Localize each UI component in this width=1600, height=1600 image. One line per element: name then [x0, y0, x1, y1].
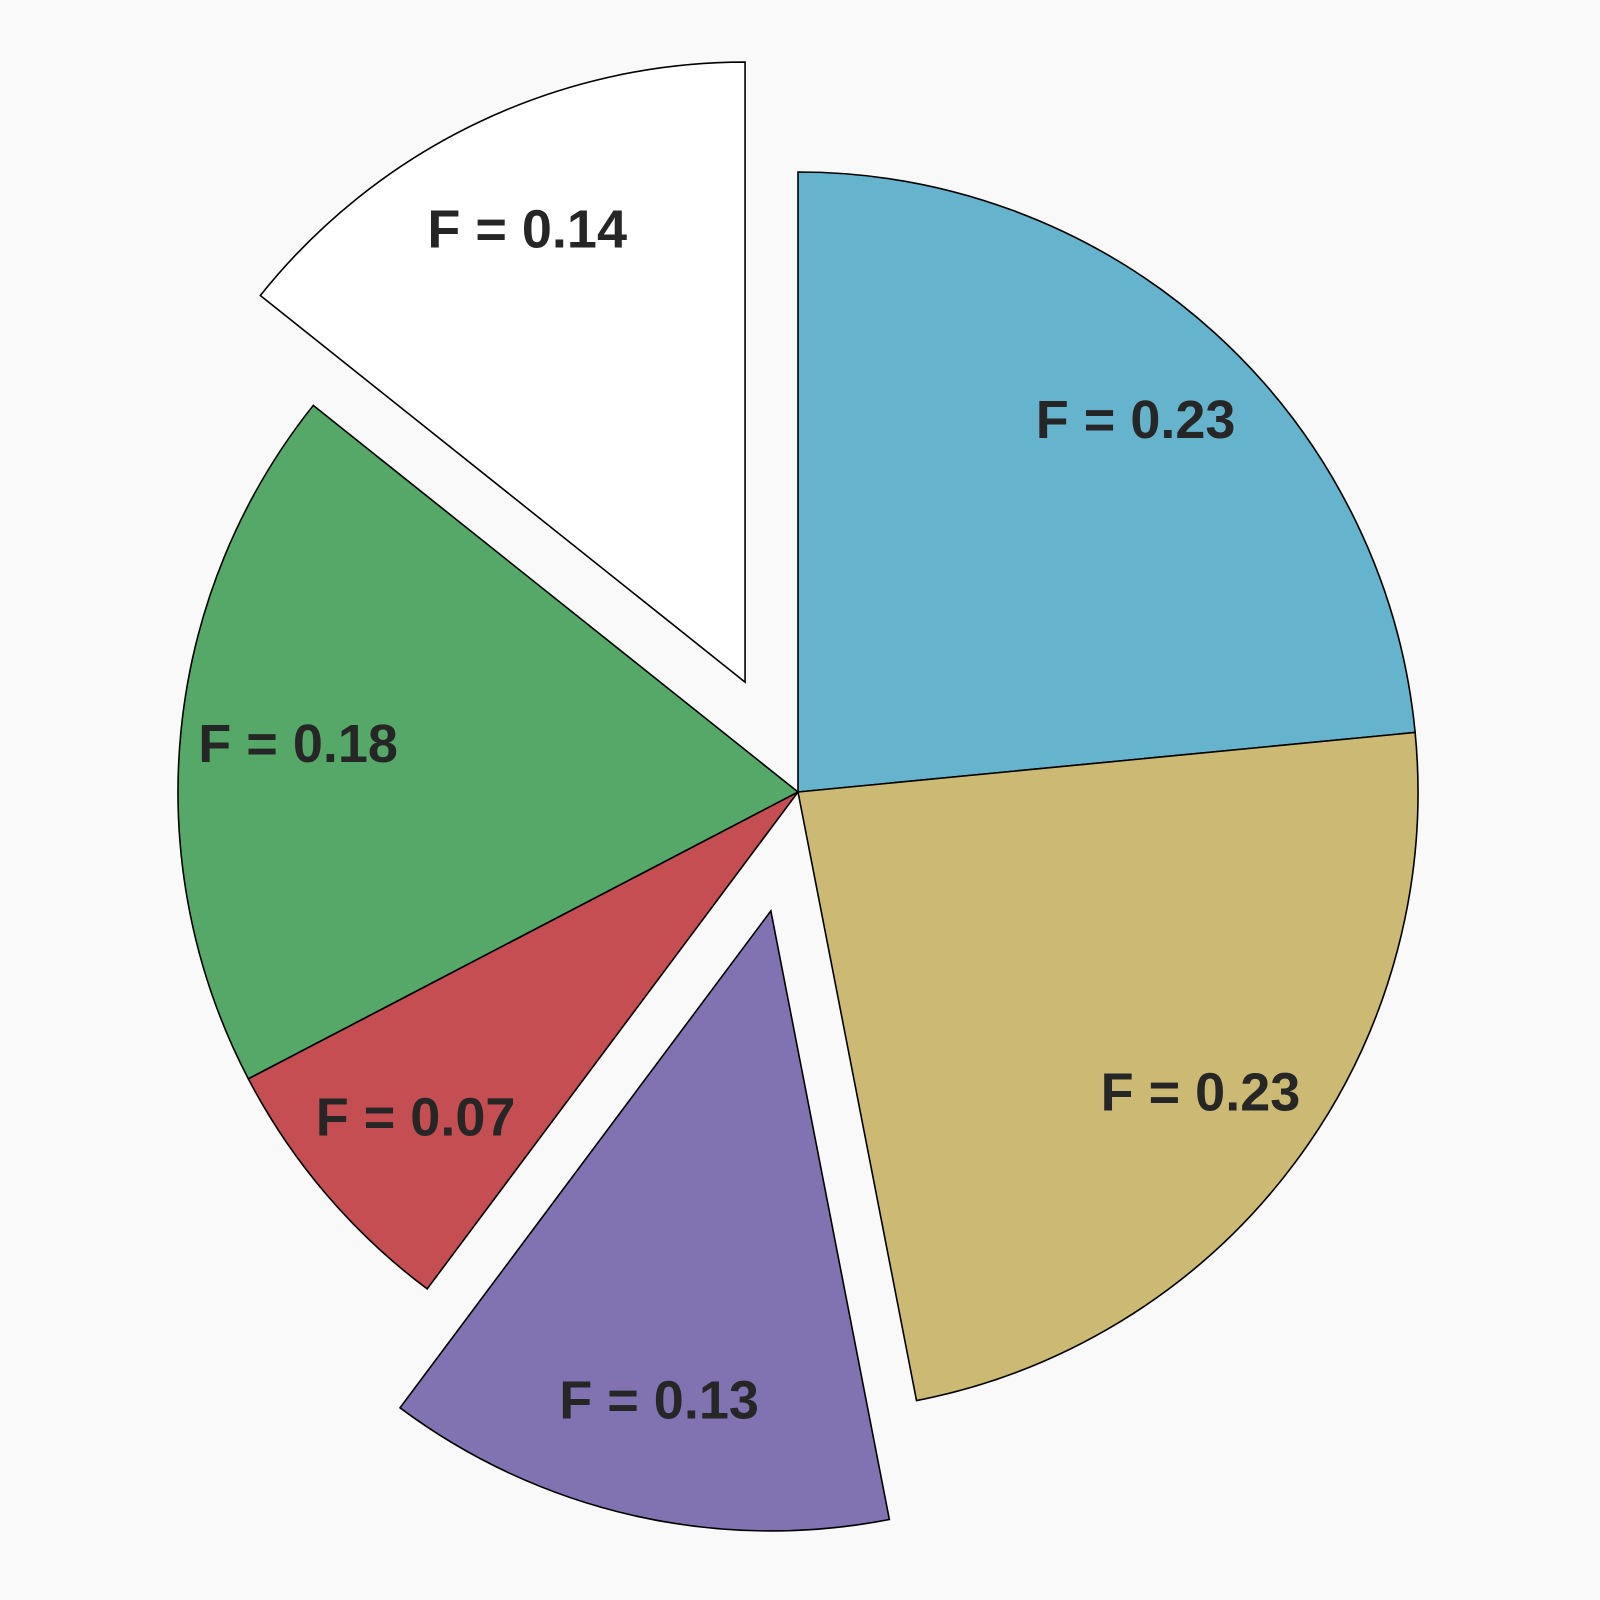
pie-slice-3	[398, 909, 891, 1532]
pie-slice-5	[177, 404, 800, 1080]
pie-labels: F = 0.23 F = 0.23 F = 0.13 F = 0.07 F = 0.18…	[198, 200, 1300, 1431]
slice-label-2: F = 0.23	[1101, 1062, 1301, 1122]
pie-slice-1	[797, 171, 1417, 793]
slice-label-1: F = 0.23	[1036, 390, 1236, 450]
pie-slice-4	[247, 791, 799, 1290]
pie-slice-2	[797, 731, 1419, 1402]
slice-label-4: F = 0.07	[316, 1088, 516, 1148]
slice-label-3: F = 0.13	[559, 1371, 759, 1431]
slice-label-6: F = 0.14	[427, 200, 627, 260]
pie-slice-6	[259, 61, 746, 684]
pie-slices	[177, 61, 1419, 1532]
slice-label-5: F = 0.18	[198, 714, 398, 774]
